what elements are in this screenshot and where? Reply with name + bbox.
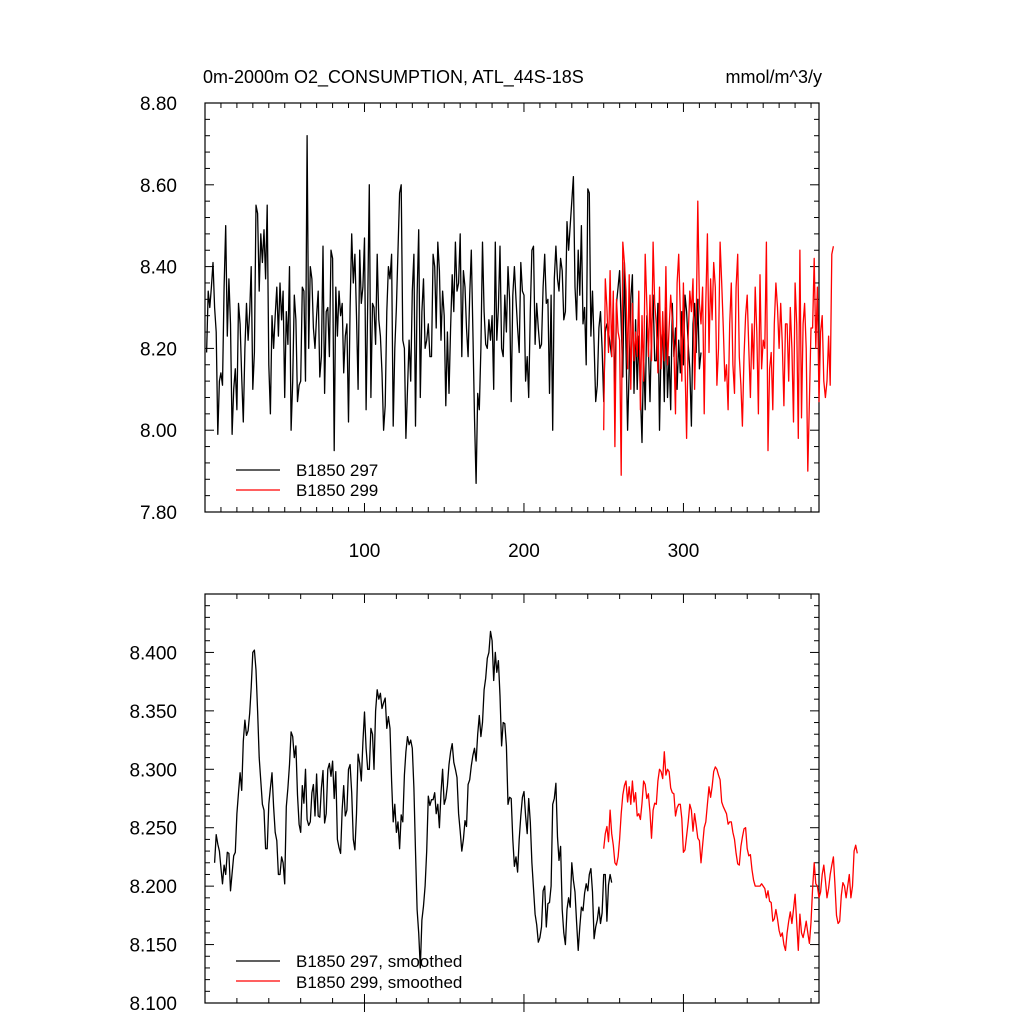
bottom-chart: 8.100 8.150 8.200 8.250 8.300 8.350 8.400 B185… bbox=[129, 593, 858, 1015]
plot-frame bbox=[204, 593, 820, 1004]
y-tick-label: 8.20 bbox=[140, 339, 177, 360]
y-tick-label: 8.350 bbox=[129, 702, 177, 723]
series-lines bbox=[213, 630, 858, 969]
x-tick-label: 100 bbox=[349, 541, 381, 562]
chart-title: 0m-2000m O2_CONSUMPTION, ATL_44S-18S bbox=[203, 67, 584, 88]
y-tick-label: 8.300 bbox=[129, 760, 177, 781]
y-tick-label: 7.80 bbox=[140, 503, 177, 524]
y-tick-label: 8.40 bbox=[140, 258, 177, 279]
series-line-b1850-297 bbox=[205, 135, 702, 485]
series-line-b1850-299-smoothed bbox=[603, 751, 858, 952]
y-tick-label: 8.200 bbox=[129, 877, 177, 898]
legend-label-b1850-297-smoothed: B1850 297, smoothed bbox=[296, 952, 462, 971]
x-tick-label: 300 bbox=[668, 541, 700, 562]
plot-frame bbox=[204, 102, 820, 513]
legend-label-b1850-299-smoothed: B1850 299, smoothed bbox=[296, 973, 462, 992]
y-tick-label: 8.400 bbox=[129, 643, 177, 664]
axis-ticks: 7.80 8.00 8.20 8.40 8.60 8.80 100 200 300 bbox=[140, 94, 819, 562]
legend-label-b1850-299: B1850 299 bbox=[296, 481, 378, 500]
axis-ticks: 8.100 8.150 8.200 8.250 8.300 8.350 8.400 bbox=[129, 593, 819, 1015]
legend: B1850 297, smoothed B1850 299, smoothed bbox=[236, 952, 462, 992]
x-tick-label: 200 bbox=[508, 541, 540, 562]
series-line-b1850-297-smoothed bbox=[213, 630, 613, 969]
chart-units: mmol/m^3/y bbox=[726, 67, 822, 87]
series-line-b1850-299 bbox=[603, 200, 835, 476]
top-chart: 0m-2000m O2_CONSUMPTION, ATL_44S-18S mmo… bbox=[140, 67, 835, 562]
y-tick-label: 8.80 bbox=[140, 94, 177, 115]
y-tick-label: 8.150 bbox=[129, 936, 177, 957]
y-tick-label: 8.00 bbox=[140, 421, 177, 442]
y-tick-label: 8.250 bbox=[129, 819, 177, 840]
legend-label-b1850-297: B1850 297 bbox=[296, 461, 378, 480]
y-tick-label: 8.100 bbox=[129, 994, 177, 1015]
legend: B1850 297 B1850 299 bbox=[236, 461, 378, 500]
y-tick-label: 8.60 bbox=[140, 176, 177, 197]
series-lines bbox=[205, 135, 835, 485]
